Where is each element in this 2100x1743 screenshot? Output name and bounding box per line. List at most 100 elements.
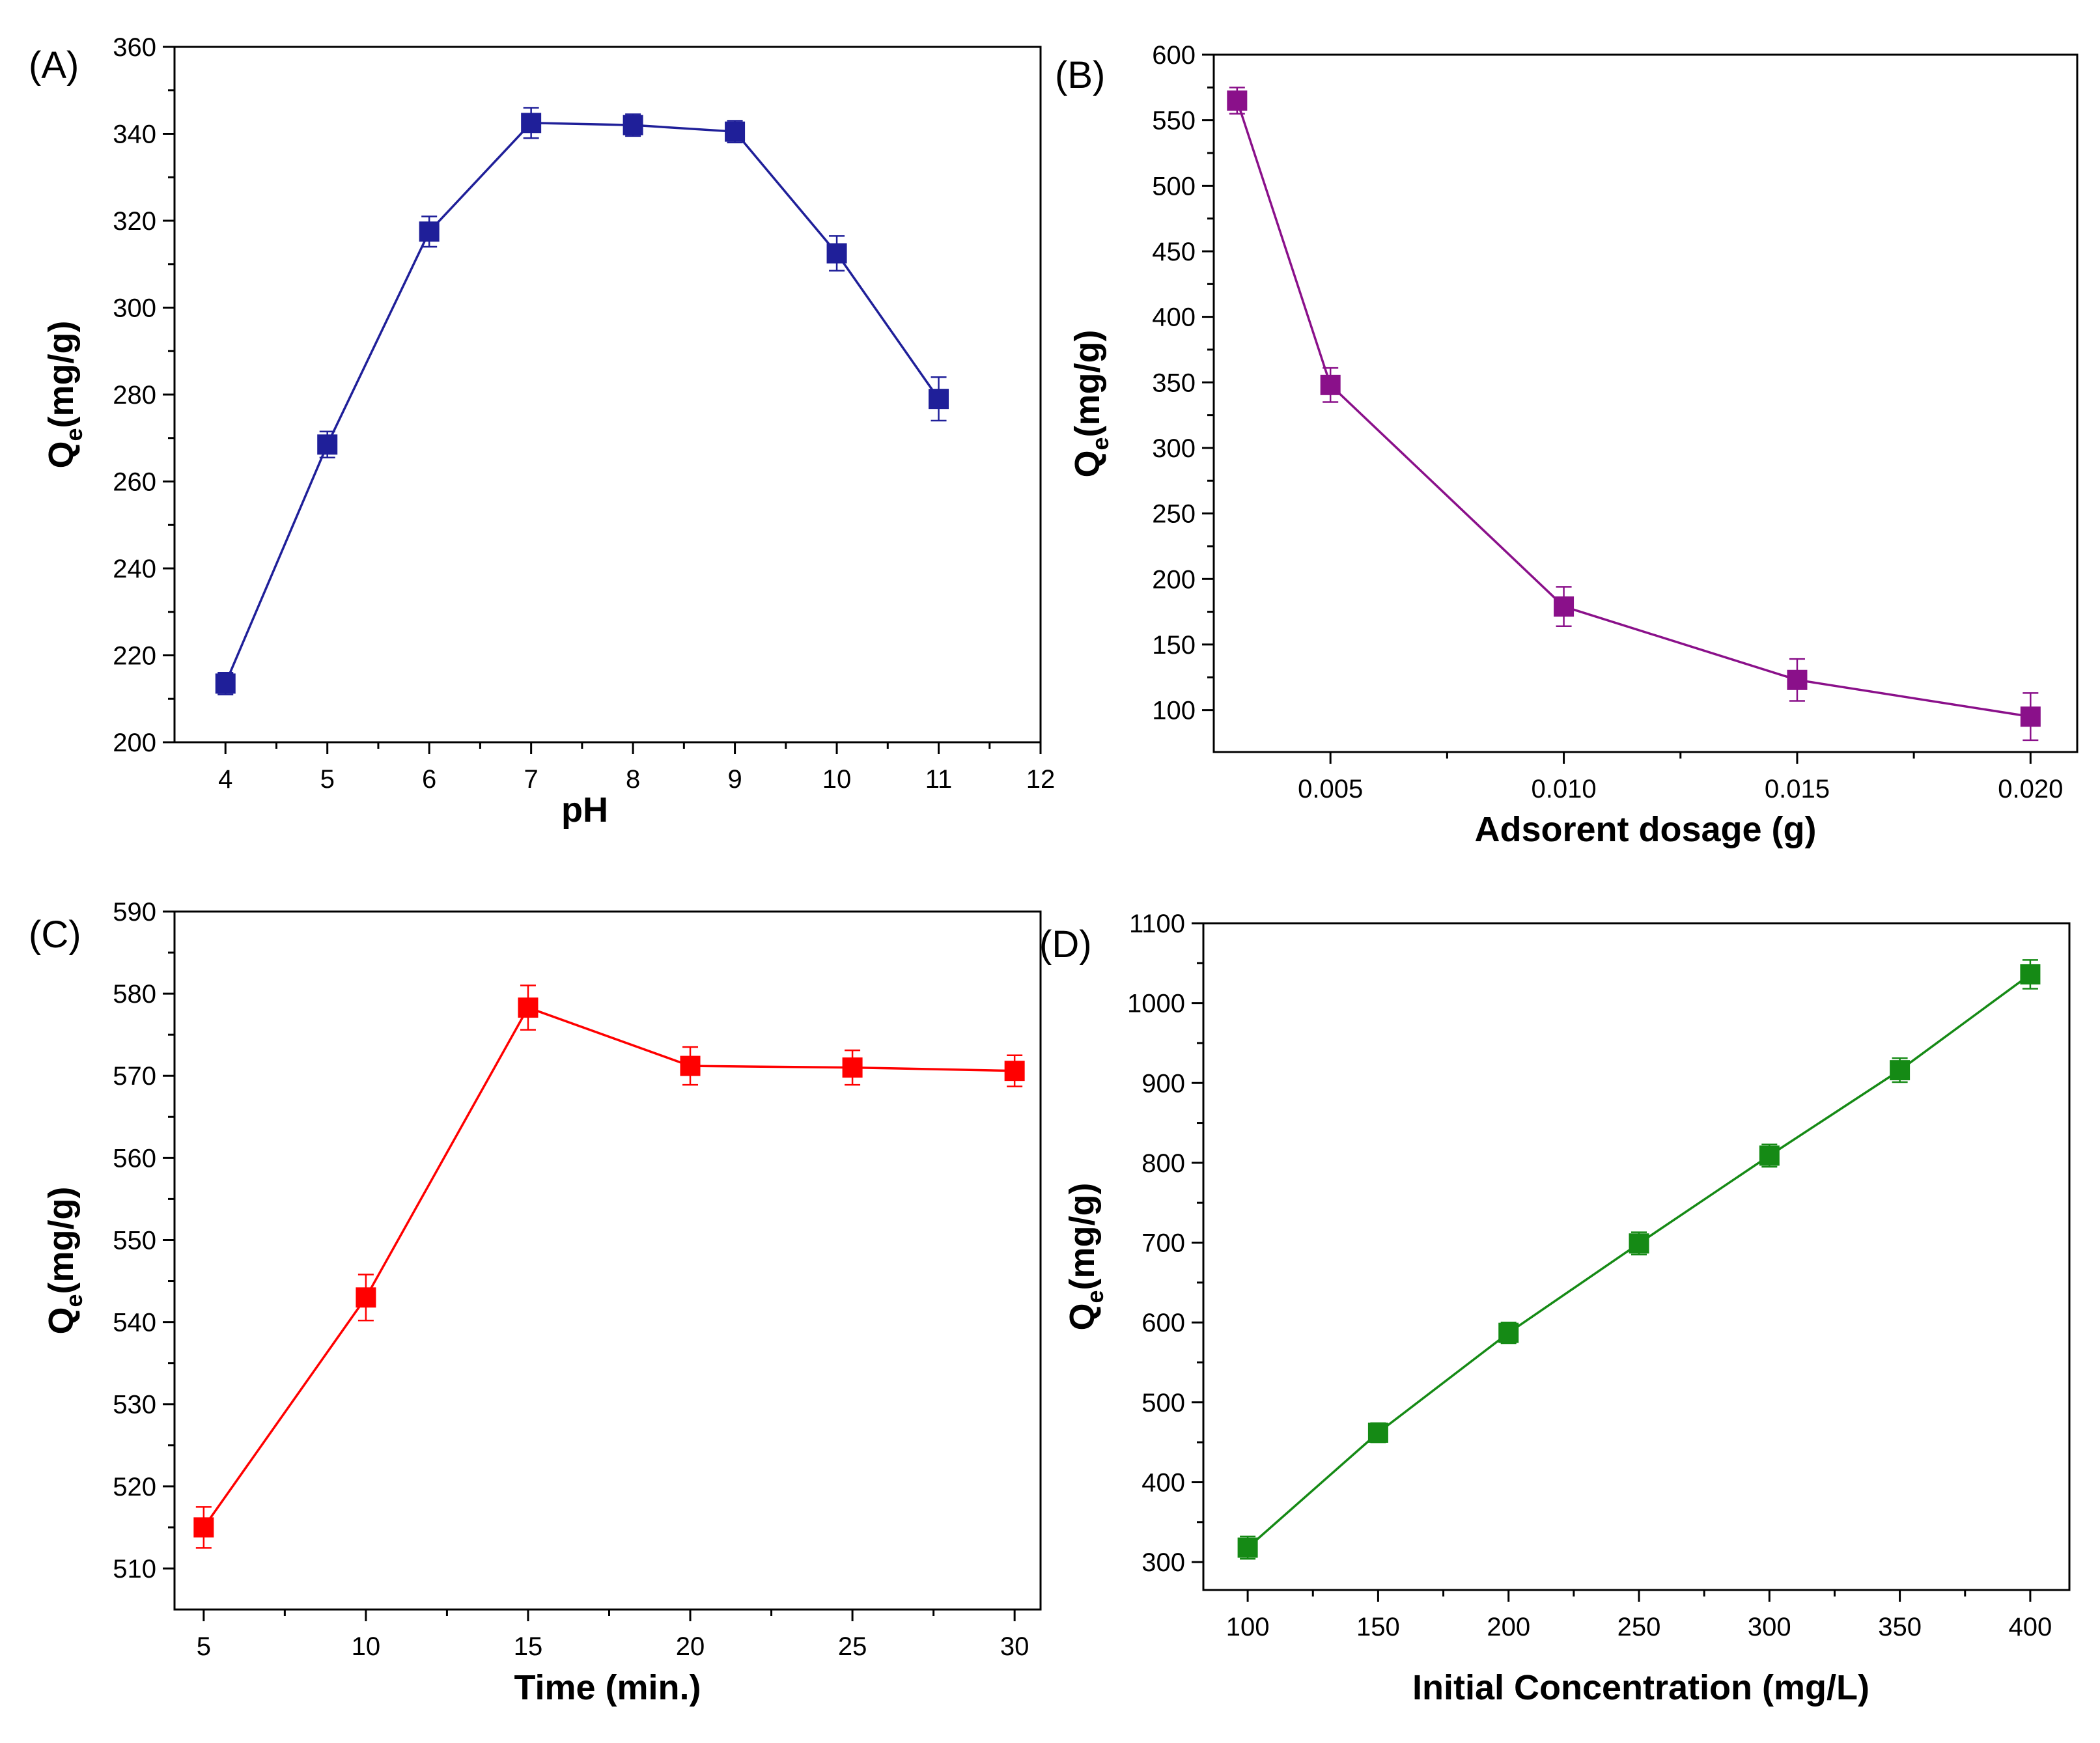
- y-tick-label: 560: [113, 1144, 156, 1173]
- y-tick-label: 300: [113, 294, 156, 323]
- x-tick-label: 6: [422, 765, 436, 794]
- data-point: [2020, 964, 2041, 984]
- y-tick-label: 400: [1152, 303, 1196, 332]
- chart-panel-2: 0.005 0.010 0.015 0.020 100 150 200 250 300 350 40…: [1055, 41, 2079, 849]
- y-tick-label: 260: [113, 468, 156, 497]
- y-tick-label: 1000: [1127, 990, 1185, 1018]
- y-tick-label: 580: [113, 980, 156, 1009]
- data-point: [826, 243, 847, 264]
- x-tick-label: 0.020: [1998, 775, 2063, 803]
- y-tick-label: 150: [1152, 631, 1196, 660]
- panel-label: (D): [1039, 923, 1092, 966]
- y-axis-title-unit: (mg/g): [1068, 330, 1107, 438]
- panel-label: (A): [29, 44, 79, 87]
- x-tick-label: 250: [1617, 1613, 1661, 1641]
- y-tick-label: 1100: [1129, 910, 1185, 938]
- y-tick-label: 500: [1152, 172, 1196, 201]
- data-point: [419, 221, 440, 242]
- data-point: [317, 434, 338, 455]
- y-tick-label: 570: [113, 1062, 156, 1091]
- x-axis-title: Time (min.): [514, 1668, 701, 1707]
- x-tick-label: 15: [514, 1632, 543, 1661]
- x-axis-title: Adsorent dosage (g): [1474, 810, 1816, 849]
- panel-label: (B): [1055, 54, 1105, 96]
- y-tick-label: 360: [113, 33, 156, 62]
- y-tick-label: 900: [1141, 1069, 1185, 1098]
- y-tick-label: 300: [1141, 1548, 1185, 1577]
- x-tick-label: 8: [626, 765, 640, 794]
- data-point: [842, 1057, 863, 1078]
- y-axis-title-main: Q: [42, 1307, 81, 1334]
- x-tick-label: 400: [2009, 1613, 2052, 1641]
- data-point: [1227, 90, 1248, 111]
- x-tick-label: 10: [822, 765, 852, 794]
- y-tick-label: 220: [113, 642, 156, 671]
- y-axis-title-unit: (mg/g): [42, 321, 81, 428]
- x-tick-label: 5: [320, 765, 335, 794]
- x-tick-label: 7: [524, 765, 539, 794]
- data-point: [521, 113, 542, 133]
- y-axis-title-subscript: e: [1082, 1290, 1108, 1303]
- y-tick-label: 280: [113, 381, 156, 410]
- y-tick-label: 800: [1141, 1149, 1185, 1178]
- y-tick-label: 320: [113, 207, 156, 236]
- y-tick-label: 350: [1152, 369, 1196, 397]
- plot-frame: [173, 46, 1042, 744]
- x-tick-label: 4: [218, 765, 232, 794]
- y-axis-title-unit: (mg/g): [42, 1187, 81, 1294]
- y-tick-label: 530: [113, 1391, 156, 1419]
- data-point: [2020, 706, 2041, 727]
- data-point: [1367, 1422, 1388, 1443]
- y-axis-title-main: Q: [1063, 1303, 1102, 1330]
- x-tick-label: 25: [838, 1632, 867, 1661]
- x-tick-label: 5: [197, 1632, 211, 1661]
- x-tick-label: 200: [1487, 1613, 1530, 1641]
- y-axis-title-subscript: e: [1087, 437, 1113, 450]
- y-axis-title-subscript: e: [61, 428, 87, 441]
- data-point: [1554, 596, 1575, 617]
- data-point: [680, 1055, 701, 1076]
- series-line: [224, 122, 940, 684]
- y-tick-label: 400: [1141, 1468, 1185, 1497]
- panel-label: (C): [29, 913, 81, 956]
- y-axis-title-unit: (mg/g): [1063, 1183, 1102, 1290]
- x-tick-label: 12: [1026, 765, 1056, 794]
- chart-panel-4: 100 150 200 250 300 350 400 300 400 500 600 700 800 9…: [1039, 910, 2071, 1707]
- x-tick-label: 300: [1748, 1613, 1791, 1641]
- plot-frame: [173, 910, 1042, 1611]
- plot-frame: [1212, 53, 2079, 753]
- y-tick-label: 540: [113, 1309, 156, 1337]
- x-axis-title: pH: [561, 790, 608, 830]
- x-tick-label: 100: [1226, 1613, 1270, 1641]
- data-point: [1759, 1145, 1780, 1166]
- data-point: [215, 673, 236, 694]
- data-point: [1890, 1060, 1911, 1081]
- series-line: [1246, 973, 2031, 1549]
- y-tick-label: 520: [113, 1473, 156, 1501]
- y-axis-title-main: Q: [1068, 450, 1107, 477]
- y-tick-label: 600: [1152, 41, 1196, 70]
- x-tick-label: 350: [1878, 1613, 1922, 1641]
- y-tick-label: 200: [1152, 565, 1196, 594]
- data-point: [623, 115, 643, 135]
- series-line: [1236, 100, 2031, 718]
- chart-panel-1: 4 5 6 7 8 9 10 11 12 200 220 240 260 280 300 320 340 360 p…: [29, 33, 1055, 830]
- data-point: [1004, 1061, 1025, 1081]
- y-axis-title: Qe(mg/g): [42, 321, 87, 469]
- data-point: [1237, 1537, 1258, 1558]
- data-point: [1498, 1322, 1519, 1343]
- data-point: [725, 121, 746, 142]
- x-axis-title: Initial Concentration (mg/L): [1412, 1668, 1869, 1707]
- chart-panel-3: 5 10 15 20 25 30510520530540550560570580590Ti…: [29, 898, 1042, 1707]
- data-point: [929, 389, 949, 410]
- y-tick-label: 590: [113, 898, 156, 927]
- y-tick-label: 200: [113, 729, 156, 757]
- x-tick-label: 150: [1356, 1613, 1400, 1641]
- y-tick-label: 100: [1152, 697, 1196, 725]
- x-tick-label: 9: [727, 765, 742, 794]
- y-tick-label: 550: [113, 1226, 156, 1255]
- x-tick-label: 20: [676, 1632, 705, 1661]
- series-line: [203, 1006, 1015, 1528]
- y-tick-label: 510: [113, 1555, 156, 1583]
